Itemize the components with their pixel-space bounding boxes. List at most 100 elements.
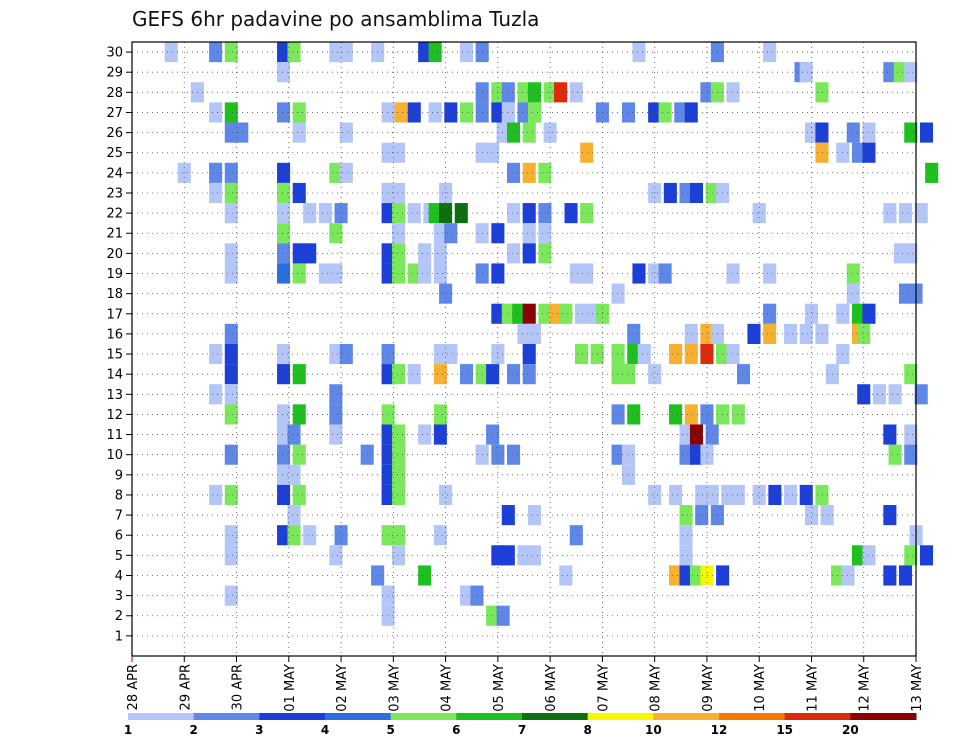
precip-cell	[522, 203, 536, 224]
scale-label: 4	[321, 723, 329, 737]
precip-cell	[496, 605, 510, 626]
scale-swatch	[259, 713, 326, 720]
chart-title: GEFS 6hr padavine po ansamblima Tuzla	[132, 7, 539, 31]
precip-cell	[392, 182, 406, 204]
precip-cell	[381, 484, 395, 506]
precip-cell	[224, 243, 238, 264]
y-tick-label: 10	[106, 448, 123, 463]
precip-cell	[726, 82, 740, 103]
precip-cell	[763, 263, 777, 284]
y-tick-label: 7	[115, 509, 123, 524]
precip-cell	[339, 343, 353, 365]
precip-cell	[329, 223, 343, 244]
y-tick-label: 4	[115, 569, 123, 584]
x-tick-label: 29 APR	[178, 664, 193, 710]
precip-cell	[611, 343, 625, 365]
precip-cell	[224, 444, 238, 465]
scale-swatch	[193, 713, 260, 720]
y-tick-label: 24	[106, 166, 123, 181]
precip-cell	[893, 62, 907, 83]
precip-cell	[883, 505, 897, 526]
precip-cell	[428, 203, 442, 224]
precip-cell	[559, 565, 573, 586]
precip-cell	[287, 424, 301, 445]
precip-cell	[224, 343, 238, 365]
x-tick-label: 30 APR	[231, 664, 246, 710]
precip-cell	[580, 142, 594, 163]
y-tick-label: 28	[106, 86, 123, 101]
precip-cell	[381, 464, 395, 485]
precip-cell	[277, 444, 291, 465]
precip-cell	[669, 565, 683, 586]
precip-cell	[303, 243, 317, 264]
precip-cell	[334, 203, 348, 224]
precip-cell	[914, 384, 928, 405]
precip-cell	[522, 223, 536, 244]
precip-cell	[679, 505, 693, 526]
precip-cell	[277, 62, 291, 83]
precip-cell	[669, 343, 683, 365]
scale-label: 6	[452, 723, 460, 737]
x-tick-label: 02 MAY	[335, 664, 350, 712]
precip-cell	[904, 243, 918, 264]
precip-cell	[318, 203, 332, 224]
precip-cell	[804, 505, 818, 526]
precip-cell	[883, 424, 897, 445]
precip-cell	[700, 323, 714, 344]
precip-cell	[517, 102, 531, 123]
x-tick-label: 11 MAY	[805, 664, 820, 712]
precip-cell	[522, 343, 536, 365]
precip-cell	[574, 303, 589, 324]
precip-cell	[747, 323, 761, 344]
precip-cell	[277, 162, 291, 183]
precip-cell	[731, 484, 745, 506]
scale-label: 3	[255, 723, 263, 737]
precip-cell	[564, 203, 578, 224]
precip-cell	[334, 525, 348, 546]
precip-cell	[329, 404, 343, 425]
precip-cell	[627, 343, 641, 365]
precip-cell	[658, 263, 672, 284]
precip-cell	[904, 364, 918, 385]
precip-cell	[224, 384, 238, 405]
precip-cell	[433, 424, 447, 445]
precip-cell	[648, 364, 662, 385]
precip-cell	[632, 42, 646, 63]
precip-cell	[224, 545, 238, 566]
precip-cell	[329, 545, 343, 566]
precip-cell	[862, 122, 876, 143]
precip-cell	[684, 343, 698, 365]
precip-cell	[611, 404, 625, 425]
precip-cell	[679, 424, 693, 445]
precip-cell	[277, 243, 291, 264]
precip-cell	[893, 243, 907, 264]
precip-cell	[444, 343, 458, 365]
y-tick-label: 29	[106, 66, 123, 81]
x-tick-label: 13 MAY	[910, 664, 925, 712]
precip-cell	[851, 545, 866, 566]
x-tick-label: 10 MAY	[753, 664, 768, 712]
precip-cell	[439, 283, 453, 304]
y-tick-label: 15	[106, 348, 123, 363]
precip-cell	[235, 122, 249, 143]
precip-cell	[627, 323, 641, 344]
precip-cell	[381, 343, 395, 365]
precip-cell	[292, 444, 306, 465]
precip-cell	[580, 263, 594, 284]
precip-cell	[799, 484, 813, 506]
precip-cell	[392, 364, 406, 385]
precip-cell	[784, 323, 798, 344]
precip-cell	[862, 142, 876, 163]
precip-cell	[287, 525, 301, 546]
scale-swatch	[325, 713, 392, 720]
y-tick-label: 18	[106, 287, 123, 302]
precip-cell	[277, 484, 291, 506]
precip-cell	[303, 203, 317, 224]
scale-swatch	[850, 713, 917, 720]
precip-cell	[925, 162, 939, 183]
precip-cell	[292, 102, 306, 123]
precip-cell	[904, 122, 918, 143]
scale-swatch	[719, 713, 786, 720]
precip-cell	[277, 182, 291, 204]
precip-cell	[622, 444, 636, 465]
